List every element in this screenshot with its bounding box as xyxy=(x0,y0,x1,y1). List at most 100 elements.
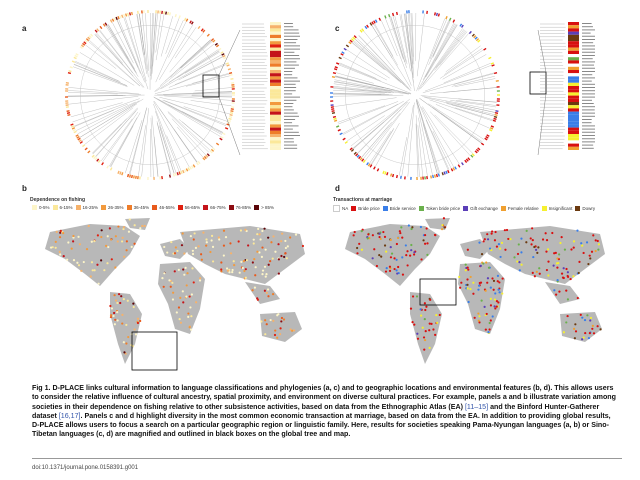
tree-branch xyxy=(434,114,473,154)
society-dot xyxy=(72,259,76,262)
society-dot xyxy=(401,236,404,239)
inset-tip xyxy=(270,121,281,125)
tree-branch xyxy=(435,29,466,68)
society-dot xyxy=(171,281,174,284)
magnify-box xyxy=(202,74,220,98)
society-dot xyxy=(596,239,599,243)
society-dot xyxy=(388,265,392,268)
citation-link-2[interactable]: [16,17] xyxy=(58,411,81,420)
tree-tip xyxy=(342,137,346,141)
society-dot xyxy=(181,232,184,235)
society-dot xyxy=(562,331,566,334)
society-dot xyxy=(501,277,504,280)
society-dot xyxy=(487,331,490,334)
society-dot xyxy=(100,259,103,262)
society-dot xyxy=(70,247,73,250)
tree-tip xyxy=(79,141,83,144)
tree-tip xyxy=(87,150,91,154)
tree-branch xyxy=(167,111,211,151)
tree-tip xyxy=(109,167,113,171)
tree-tip xyxy=(215,142,220,146)
tree-tip xyxy=(196,162,199,166)
society-dot xyxy=(498,247,502,250)
tree-branch xyxy=(429,19,447,60)
society-dot xyxy=(182,301,185,304)
tree-tip xyxy=(128,12,132,16)
inset-tip xyxy=(270,38,281,42)
society-dot xyxy=(267,295,270,298)
tree-branch xyxy=(423,22,455,80)
tree-branch xyxy=(342,56,387,81)
tree-branch xyxy=(358,35,412,92)
society-dot xyxy=(239,229,243,232)
society-dot xyxy=(587,337,591,340)
tree-branch xyxy=(416,100,433,176)
society-dot xyxy=(486,277,490,280)
tree-branch xyxy=(154,100,197,163)
landmass xyxy=(545,282,580,304)
tree-branch xyxy=(417,13,425,77)
tree-branch xyxy=(194,87,232,92)
society-dot xyxy=(292,329,296,332)
tree-branch xyxy=(164,95,232,101)
society-dot xyxy=(419,308,422,311)
society-dot xyxy=(466,248,469,251)
society-dot xyxy=(472,281,475,284)
tree-tip xyxy=(471,153,475,157)
tree-branch xyxy=(342,103,398,134)
society-dot xyxy=(393,257,396,260)
tree-tip xyxy=(99,25,103,30)
tree-branch xyxy=(139,13,145,56)
tree-tip xyxy=(84,39,88,43)
society-dot xyxy=(383,244,387,247)
panel-label-c: c xyxy=(335,24,340,33)
society-dot xyxy=(289,328,292,331)
tree-tip xyxy=(119,171,122,175)
magnify-box xyxy=(529,71,547,95)
society-dot xyxy=(478,315,481,318)
legend-label: Dowry xyxy=(582,206,596,211)
tree-branch xyxy=(165,18,180,54)
tree-tip xyxy=(395,174,398,179)
inset-tip xyxy=(568,92,579,96)
tree-tip xyxy=(192,164,196,168)
tree-tip xyxy=(67,113,71,117)
citation-link-1[interactable]: [11–15] xyxy=(464,402,489,411)
society-dot xyxy=(277,272,280,275)
inset-tip xyxy=(568,50,579,54)
tree-tip xyxy=(190,21,194,25)
tree-tip xyxy=(336,62,340,65)
society-dot xyxy=(520,251,523,254)
inset-tip xyxy=(568,73,579,77)
society-dot xyxy=(181,290,184,293)
society-dot xyxy=(128,218,131,221)
society-dot xyxy=(428,346,431,350)
divider xyxy=(32,458,622,459)
tree-branch xyxy=(96,32,123,64)
inset-tip xyxy=(270,66,281,70)
inset-tip xyxy=(568,114,579,118)
magnify-connector xyxy=(537,29,547,156)
inset-tip xyxy=(270,89,281,93)
tree-branch xyxy=(74,103,128,127)
legend-item: 36-45% xyxy=(126,205,149,210)
inset-tip xyxy=(568,63,579,67)
society-dot xyxy=(284,239,287,243)
society-dot xyxy=(225,267,229,270)
tree-tip xyxy=(369,22,373,26)
tree-branch xyxy=(369,131,392,164)
society-dot xyxy=(434,333,437,336)
society-dot xyxy=(133,242,136,245)
society-dot xyxy=(192,238,195,241)
society-dot xyxy=(421,326,424,329)
tree-tip xyxy=(356,32,360,36)
society-dot xyxy=(301,244,305,248)
tree-tip xyxy=(353,35,357,39)
society-dot xyxy=(264,275,267,278)
inset-tip xyxy=(568,102,579,106)
society-dot xyxy=(495,305,498,308)
society-dot xyxy=(478,241,481,244)
tree-branch xyxy=(150,13,153,69)
tree-branch xyxy=(162,99,227,126)
sino-tibetan-box xyxy=(419,278,457,306)
